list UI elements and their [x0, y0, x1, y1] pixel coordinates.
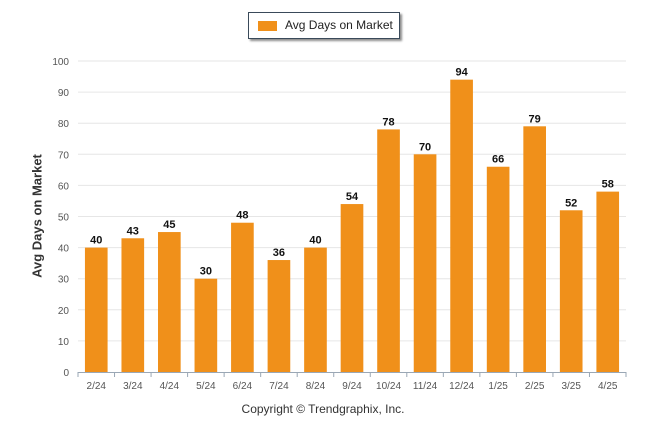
x-tick-label: 10/24 — [376, 381, 401, 392]
x-tick-label: 4/24 — [160, 381, 180, 392]
data-label: 79 — [529, 113, 541, 125]
data-label: 30 — [200, 266, 212, 278]
bar — [596, 191, 620, 372]
bar — [377, 129, 400, 372]
y-tick-label: 100 — [52, 57, 69, 68]
y-tick-label: 70 — [58, 150, 70, 161]
x-tick-label: 2/24 — [87, 381, 107, 392]
x-tick-label: 6/24 — [233, 381, 253, 392]
y-tick-label: 80 — [58, 119, 70, 130]
bar — [450, 79, 473, 372]
bar — [340, 204, 364, 372]
data-label: 70 — [419, 141, 431, 153]
data-label: 66 — [492, 154, 504, 166]
y-tick-label: 20 — [58, 306, 70, 317]
data-label: 94 — [455, 67, 468, 79]
bar — [267, 260, 291, 372]
x-tick-label: 2/25 — [525, 381, 545, 392]
data-label: 58 — [602, 179, 614, 191]
x-tick-label: 11/24 — [413, 381, 438, 392]
legend-label: Avg Days on Market — [285, 18, 393, 32]
x-tick-label: 12/24 — [449, 381, 474, 392]
x-tick-label: 9/24 — [342, 381, 362, 392]
x-tick-label: 4/25 — [598, 381, 618, 392]
data-label: 54 — [346, 191, 359, 203]
data-label: 45 — [163, 219, 175, 231]
bar — [304, 247, 327, 372]
data-label: 36 — [273, 247, 285, 259]
x-tick-label: 8/24 — [306, 381, 326, 392]
bar — [523, 126, 546, 372]
x-tick-label: 3/25 — [561, 381, 581, 392]
y-tick-label: 40 — [58, 244, 70, 255]
y-tick-label: 30 — [58, 275, 70, 286]
y-tick-label: 90 — [58, 88, 70, 99]
data-label: 78 — [382, 116, 394, 128]
bar — [231, 222, 254, 372]
bar — [559, 210, 583, 372]
bar — [194, 278, 218, 372]
copyright-footer: Copyright © Trendgraphix, Inc. — [241, 402, 405, 416]
bar — [486, 166, 510, 372]
x-tick-label: 7/24 — [269, 381, 289, 392]
bar — [84, 247, 108, 372]
x-tick-label: 1/25 — [488, 381, 508, 392]
data-label: 40 — [309, 235, 321, 247]
x-tick-label: 5/24 — [196, 381, 216, 392]
data-label: 48 — [236, 210, 248, 222]
bar — [121, 238, 145, 372]
data-label: 52 — [565, 197, 577, 209]
y-tick-label: 10 — [58, 337, 70, 348]
y-tick-label: 0 — [63, 368, 69, 379]
legend[interactable]: Avg Days on Market — [248, 12, 400, 39]
bar — [413, 154, 437, 372]
bar — [158, 232, 181, 372]
x-tick-label: 3/24 — [123, 381, 143, 392]
y-tick-label: 50 — [58, 213, 70, 224]
data-label: 43 — [127, 225, 139, 237]
y-tick-label: 60 — [58, 181, 70, 192]
legend-swatch — [258, 21, 277, 31]
data-label: 40 — [90, 235, 102, 247]
